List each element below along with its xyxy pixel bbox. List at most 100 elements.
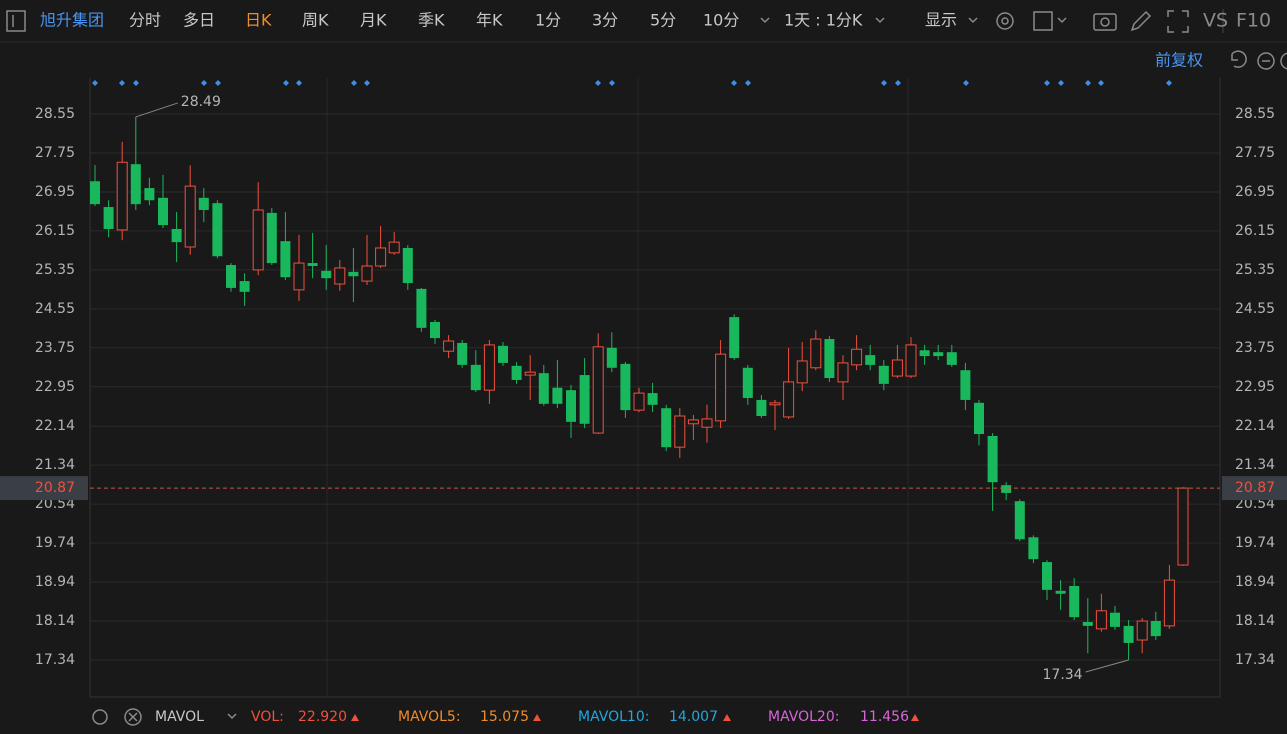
candle-body <box>769 402 781 406</box>
period-tab[interactable]: 季K <box>418 11 445 30</box>
y-tick-label-right: 18.94 <box>1235 574 1275 590</box>
last-price-label-right: 20.87 <box>1235 480 1275 496</box>
candle-body <box>430 321 440 339</box>
period-tab[interactable]: 分时 <box>129 11 161 30</box>
y-tick-label: 21.34 <box>35 457 75 473</box>
f10-button[interactable]: F10 <box>1236 10 1271 32</box>
y-tick-label-right: 24.55 <box>1235 301 1275 317</box>
more-periods[interactable] <box>760 17 770 24</box>
period-tab[interactable]: 月K <box>360 11 387 30</box>
interval-dropdown[interactable] <box>875 17 885 24</box>
adjust-mode[interactable]: 前复权 <box>1155 51 1203 70</box>
menu-icon[interactable] <box>6 10 26 32</box>
candle-body <box>483 344 495 391</box>
candle-body <box>620 363 631 411</box>
period-tab[interactable]: 1分 <box>535 11 561 30</box>
candle-body <box>674 415 686 448</box>
candle-body <box>498 345 508 363</box>
fullscreen-icon[interactable] <box>1167 10 1189 33</box>
indicator-dropdown[interactable] <box>227 713 237 720</box>
stock-name[interactable]: 旭升集团 <box>40 11 104 30</box>
y-tick-label-right: 28.55 <box>1235 106 1275 122</box>
candle-body <box>1095 610 1107 630</box>
zoom-out-icon[interactable] <box>1257 52 1275 70</box>
indicator-close[interactable] <box>124 708 142 726</box>
indicator-settings[interactable] <box>92 709 108 725</box>
period-tab[interactable]: 年K <box>476 11 503 30</box>
display-menu[interactable]: 显示 <box>925 11 957 30</box>
y-tick-label: 18.94 <box>35 574 75 590</box>
compare-icon[interactable] <box>1033 11 1053 31</box>
candle-body <box>1110 612 1120 627</box>
y-tick-label-right: 19.74 <box>1235 535 1275 551</box>
candle-body <box>524 371 536 376</box>
period-tab[interactable]: 多日 <box>183 11 215 30</box>
candle-body <box>130 164 141 205</box>
y-tick-label-right: 22.95 <box>1235 379 1275 395</box>
y-tick-label-right: 26.15 <box>1235 223 1275 239</box>
draw-icon[interactable] <box>1130 10 1152 32</box>
candle-body <box>824 339 835 379</box>
candle-body <box>742 367 753 398</box>
candle-body <box>1123 625 1134 643</box>
vs-button[interactable]: VS <box>1203 10 1228 32</box>
period-tab[interactable]: 5分 <box>650 11 676 30</box>
y-tick-label: 22.14 <box>35 418 75 434</box>
y-tick-label-right: 20.54 <box>1235 496 1275 512</box>
candle-body <box>1001 485 1012 493</box>
candle-body <box>566 390 576 422</box>
candle-body <box>361 265 373 282</box>
period-tab[interactable]: 3分 <box>592 11 618 30</box>
candle-body <box>865 355 876 365</box>
reset-icon[interactable] <box>1231 50 1247 68</box>
settings-icon[interactable] <box>996 12 1014 30</box>
candle-body <box>1150 621 1161 637</box>
candle-body <box>184 185 196 248</box>
candle-body <box>171 228 182 243</box>
camera-icon[interactable] <box>1093 13 1117 31</box>
y-tick-label-right: 27.75 <box>1235 145 1275 161</box>
candle-body <box>212 203 223 257</box>
candle-body <box>783 381 795 418</box>
interval-selector[interactable]: 1天 : 1分K <box>784 11 863 30</box>
candle-body <box>1069 585 1080 618</box>
candle-body <box>321 270 332 279</box>
period-tab[interactable]: 周K <box>302 11 329 30</box>
display-dropdown[interactable] <box>968 17 978 24</box>
y-tick-label: 26.95 <box>35 184 75 200</box>
candle-body <box>307 263 318 266</box>
candle-body <box>946 352 957 365</box>
candle-body <box>756 399 767 416</box>
trend-arrow <box>533 714 541 721</box>
last-price-label: 20.87 <box>35 480 75 496</box>
candle-body <box>592 346 604 434</box>
candle-body <box>1136 620 1148 641</box>
indicator-value: 15.075 <box>480 709 529 725</box>
y-tick-label: 28.55 <box>35 106 75 122</box>
y-tick-label-right: 23.75 <box>1235 340 1275 356</box>
y-tick-label: 20.54 <box>35 496 75 512</box>
indicator-label: MAVOL10: <box>578 709 649 725</box>
y-tick-label-right: 18.14 <box>1235 613 1275 629</box>
candle-body <box>974 402 984 435</box>
trend-arrow <box>351 714 359 721</box>
period-tab[interactable]: 10分 <box>703 11 739 30</box>
candle-body <box>375 247 387 267</box>
y-tick-label: 25.35 <box>35 262 75 278</box>
candle-body <box>144 188 155 201</box>
plot-frame <box>89 78 1221 698</box>
candle-body <box>933 352 944 357</box>
candle-body <box>416 288 427 328</box>
indicator-icons <box>92 708 237 726</box>
y-tick-label: 26.15 <box>35 223 75 239</box>
y-tick-label-right: 22.14 <box>1235 418 1275 434</box>
candle-body <box>1014 501 1025 540</box>
period-tab[interactable]: 日K <box>245 11 272 30</box>
candle-body <box>796 360 808 384</box>
candle-body <box>1082 621 1093 626</box>
toolbar-icons <box>6 9 1287 70</box>
indicator-name[interactable]: MAVOL <box>155 709 204 725</box>
candle-body <box>226 265 236 288</box>
indicator-label: MAVOL20: <box>768 709 839 725</box>
